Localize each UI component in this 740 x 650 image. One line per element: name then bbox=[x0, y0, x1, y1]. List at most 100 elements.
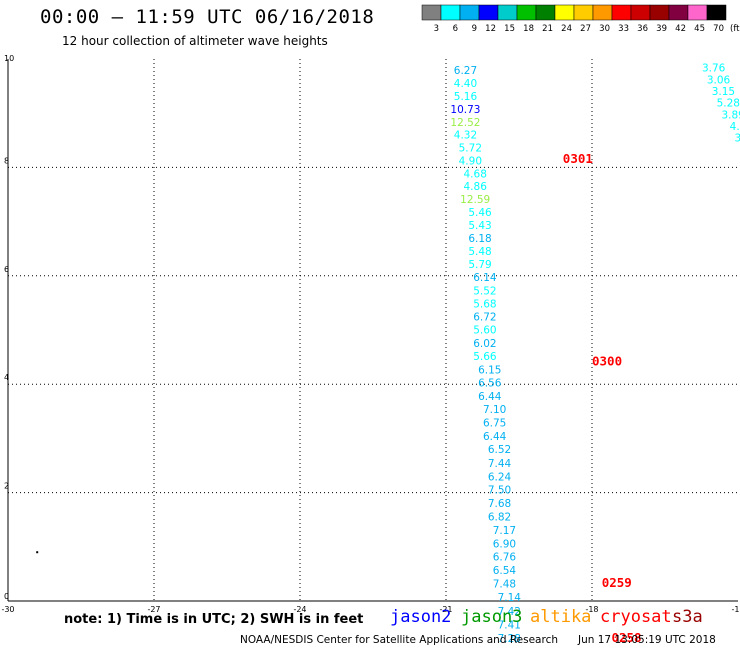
wave-height-point: 4.2 bbox=[730, 121, 740, 133]
color-swatch bbox=[554, 4, 575, 21]
wave-height-point: 6.14 bbox=[473, 272, 497, 284]
color-swatch bbox=[440, 4, 461, 21]
footnote: note: 1) Time is in UTC; 2) SWH is in fe… bbox=[64, 612, 364, 627]
color-scale-label: 36 bbox=[637, 24, 648, 34]
wave-height-point: 6.44 bbox=[483, 431, 507, 443]
color-scale-label: 70 bbox=[713, 24, 724, 34]
color-scale-label: 33 bbox=[618, 24, 629, 34]
generated-timestamp: Jun 17 13:05:19 UTC 2018 bbox=[578, 634, 716, 646]
color-swatch bbox=[668, 4, 689, 21]
wave-height-point: 5.66 bbox=[473, 351, 497, 363]
wave-height-point: 5.43 bbox=[468, 220, 491, 232]
y-tick-label: 8 bbox=[4, 156, 9, 165]
credit-line: NOAA/NESDIS Center for Satellite Applica… bbox=[240, 634, 558, 646]
color-swatch bbox=[421, 4, 442, 21]
wave-height-point: 6.56 bbox=[478, 378, 502, 390]
time-label: 0301 bbox=[563, 151, 593, 166]
wave-height-point: 6.44 bbox=[478, 391, 502, 403]
wave-height-point: 6.90 bbox=[493, 539, 516, 551]
grid-layer bbox=[8, 59, 738, 601]
x-tick-label: -21 bbox=[439, 605, 452, 614]
wave-height-point: 7.14 bbox=[498, 592, 522, 604]
chart-title: 00:00 – 11:59 UTC 06/16/2018 bbox=[40, 6, 375, 28]
wave-height-point: 7.10 bbox=[483, 404, 506, 416]
wave-height-point: 3.89 bbox=[721, 109, 740, 121]
color-scale-label: 45 bbox=[694, 24, 705, 34]
time-label: 0300 bbox=[592, 353, 622, 368]
x-tick-label: -24 bbox=[293, 605, 306, 614]
wave-height-point: 5.52 bbox=[473, 285, 496, 297]
color-scale-label: 24 bbox=[561, 24, 572, 34]
wave-height-point: 6.27 bbox=[454, 65, 477, 77]
wave-height-point: 3.06 bbox=[707, 75, 731, 87]
marker-dot bbox=[36, 551, 39, 554]
wave-height-point: 7.41 bbox=[498, 619, 521, 631]
color-swatch bbox=[478, 4, 499, 21]
x-tick-label: -15 bbox=[731, 605, 740, 614]
time-label: 0259 bbox=[602, 575, 632, 590]
wave-height-point: 12.52 bbox=[450, 117, 480, 129]
time-label: 0258 bbox=[611, 630, 641, 645]
color-swatch bbox=[535, 4, 556, 21]
wave-height-point: 4.86 bbox=[464, 181, 488, 193]
wave-height-point: 6.18 bbox=[468, 233, 491, 245]
wave-height-point: 6.24 bbox=[488, 471, 512, 483]
wave-height-point: 7.42 bbox=[498, 606, 521, 618]
color-scale-label: 21 bbox=[542, 24, 553, 34]
wave-height-point: 7.48 bbox=[493, 579, 516, 591]
wave-height-point: 4.40 bbox=[454, 78, 477, 90]
color-swatch bbox=[687, 4, 708, 21]
color-scale-unit: (ft) bbox=[730, 24, 740, 34]
chart-subtitle: 12 hour collection of altimeter wave hei… bbox=[62, 34, 328, 48]
legend-altika: altika bbox=[530, 607, 592, 627]
axis-layer: -30 -27 -24 -21 -18 -15 0 2 4 6 8 10 bbox=[1, 54, 740, 614]
wave-height-point: 7.50 bbox=[488, 484, 511, 496]
wave-height-point: 3.15 bbox=[712, 86, 735, 98]
color-scale-label: 12 bbox=[485, 24, 496, 34]
wave-height-point: 3.5 bbox=[735, 133, 740, 145]
color-scale-label: 42 bbox=[675, 24, 686, 34]
wave-height-point: 5.16 bbox=[454, 91, 478, 103]
wave-height-point: 6.75 bbox=[483, 418, 506, 430]
wave-height-point: 5.28 bbox=[717, 97, 740, 109]
wave-height-point: 4.32 bbox=[454, 129, 477, 141]
wave-height-point: 12.59 bbox=[460, 194, 490, 206]
wave-height-point: 6.02 bbox=[473, 338, 496, 350]
legend-jason3: jason3 bbox=[461, 607, 523, 627]
wave-height-point: 5.48 bbox=[468, 246, 491, 258]
color-swatch bbox=[516, 4, 537, 21]
wave-height-point: 4.90 bbox=[459, 155, 482, 167]
wave-height-point: 6.54 bbox=[493, 565, 517, 577]
wave-height-point: 6.15 bbox=[478, 365, 501, 377]
y-tick-label: 6 bbox=[4, 265, 9, 274]
y-tick-label: 4 bbox=[4, 373, 9, 382]
data-points-layer: 6.274.405.1610.7312.524.325.724.904.684.… bbox=[36, 63, 740, 645]
y-tick-label: 0 bbox=[4, 592, 9, 601]
wave-height-point: 6.76 bbox=[493, 552, 517, 564]
color-swatch bbox=[649, 4, 670, 21]
wave-height-point: 7.17 bbox=[493, 525, 516, 537]
wave-height-point: 10.73 bbox=[450, 104, 480, 116]
color-swatch bbox=[573, 4, 594, 21]
legend-cryosat: cryosat bbox=[600, 607, 672, 627]
color-scale-label: 18 bbox=[523, 24, 534, 34]
wave-height-point: 7.68 bbox=[488, 498, 511, 510]
wave-height-point: 7.44 bbox=[488, 458, 512, 470]
x-tick-label: -18 bbox=[585, 605, 598, 614]
color-scale-label: 27 bbox=[580, 24, 591, 34]
wave-height-point: 5.79 bbox=[468, 259, 491, 271]
legend-jason2: jason2 bbox=[390, 607, 452, 627]
wave-height-point: 6.52 bbox=[488, 444, 511, 456]
wave-height-point: 3.76 bbox=[702, 63, 726, 75]
color-scale-label: 3 bbox=[434, 24, 439, 34]
color-scale-label: 30 bbox=[599, 24, 610, 34]
color-swatch bbox=[592, 4, 613, 21]
wave-height-point: 4.68 bbox=[464, 168, 487, 180]
wave-height-point: 5.46 bbox=[468, 207, 492, 219]
y-tick-label: 10 bbox=[4, 54, 14, 63]
wave-height-point: 6.72 bbox=[473, 311, 496, 323]
time-labels-layer: 0301 0300 0259 0258 bbox=[563, 151, 642, 645]
x-tick-label: -27 bbox=[147, 605, 160, 614]
color-swatch bbox=[497, 4, 518, 21]
